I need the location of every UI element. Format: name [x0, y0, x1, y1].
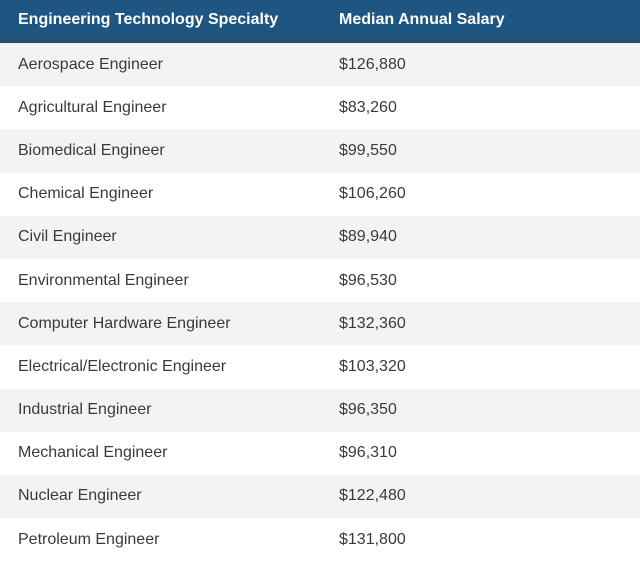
table-row: Aerospace Engineer $126,880	[0, 41, 640, 87]
table-row: Environmental Engineer $96,530	[0, 258, 640, 303]
table-row: Biomedical Engineer $99,550	[0, 129, 640, 173]
table-row: Chemical Engineer $106,260	[0, 172, 640, 216]
specialty-cell: Chemical Engineer	[0, 172, 321, 216]
salary-cell: $126,880	[321, 41, 640, 87]
salary-cell: $96,350	[321, 388, 640, 432]
specialty-cell: Electrical/Electronic Engineer	[0, 345, 321, 389]
table-row: Mechanical Engineer $96,310	[0, 431, 640, 475]
table-row: Industrial Engineer $96,350	[0, 388, 640, 432]
salary-cell: $131,800	[321, 518, 640, 562]
salary-cell: $99,550	[321, 129, 640, 173]
specialty-cell: Biomedical Engineer	[0, 129, 321, 173]
salary-cell: $103,320	[321, 345, 640, 389]
table-header-row: Engineering Technology Specialty Median …	[0, 0, 640, 43]
specialty-cell: Industrial Engineer	[0, 388, 321, 432]
specialty-cell: Environmental Engineer	[0, 258, 321, 303]
table-row: Nuclear Engineer $122,480	[0, 474, 640, 519]
salary-cell: $122,480	[321, 474, 640, 519]
table-row: Civil Engineer $89,940	[0, 215, 640, 259]
salary-cell: $96,310	[321, 431, 640, 475]
specialty-cell: Agricultural Engineer	[0, 86, 321, 130]
specialty-cell: Nuclear Engineer	[0, 474, 321, 519]
table-row: Petroleum Engineer $131,800	[0, 518, 640, 562]
table-row: Electrical/Electronic Engineer $103,320	[0, 345, 640, 389]
salary-cell: $106,260	[321, 172, 640, 216]
specialty-cell: Computer Hardware Engineer	[0, 302, 321, 346]
table-row: Computer Hardware Engineer $132,360	[0, 302, 640, 346]
salary-cell: $83,260	[321, 86, 640, 130]
column-header-specialty: Engineering Technology Specialty	[0, 0, 321, 43]
salary-cell: $89,940	[321, 215, 640, 259]
table-row: Agricultural Engineer $83,260	[0, 86, 640, 130]
column-header-salary: Median Annual Salary	[321, 0, 640, 43]
salary-cell: $132,360	[321, 302, 640, 346]
specialty-cell: Civil Engineer	[0, 215, 321, 259]
specialty-cell: Aerospace Engineer	[0, 41, 321, 87]
salary-cell: $96,530	[321, 258, 640, 303]
specialty-cell: Petroleum Engineer	[0, 518, 321, 562]
specialty-cell: Mechanical Engineer	[0, 431, 321, 475]
